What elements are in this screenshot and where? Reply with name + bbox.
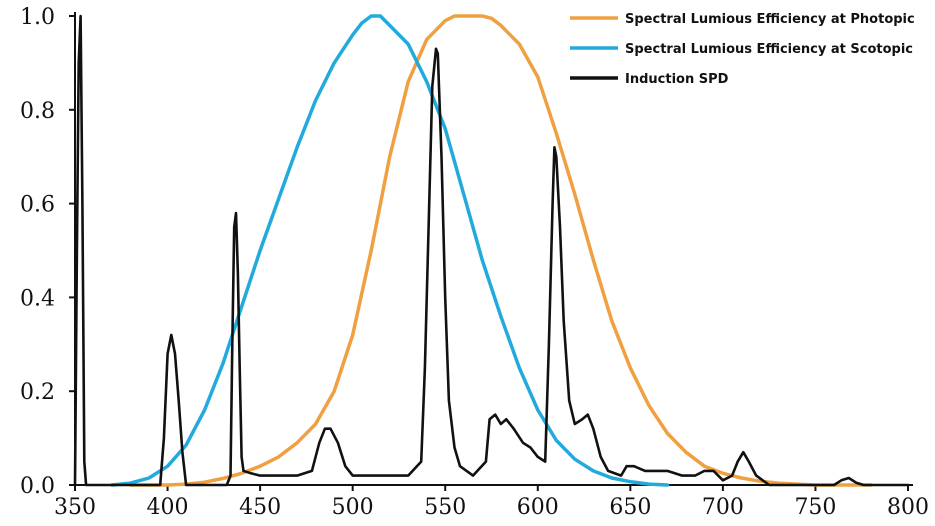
series-layer: [73, 14, 910, 487]
legend-label: Spectral Lumious Efficiency at Scotopic: [625, 42, 913, 57]
x-tick-label: 400: [147, 495, 189, 520]
legend-item-photopic: Spectral Lumious Efficiency at Photopic: [570, 12, 915, 27]
x-tick-label: 650: [609, 495, 651, 520]
y-tick-label: 0.4: [20, 286, 55, 311]
x-tick-label: 350: [54, 495, 96, 520]
legend-label: Spectral Lumious Efficiency at Photopic: [625, 12, 915, 27]
y-tick-label: 0.0: [20, 474, 55, 499]
x-axis-ticks: 350 400 450 500 550 600 650 700 750 800: [54, 485, 929, 520]
scotopic-curve: [110, 14, 670, 487]
induction-spd-line: [73, 14, 910, 487]
x-tick-label: 750: [794, 495, 836, 520]
y-tick-label: 0.8: [20, 99, 55, 124]
x-tick-label: 800: [887, 495, 929, 520]
x-tick-label: 550: [424, 495, 466, 520]
x-tick-label: 450: [239, 495, 281, 520]
legend: Spectral Lumious Efficiency at Photopic S…: [570, 12, 915, 87]
y-tick-label: 0.6: [20, 193, 55, 218]
legend-label: Induction SPD: [625, 72, 729, 87]
x-tick-label: 600: [517, 495, 559, 520]
x-tick-label: 700: [702, 495, 744, 520]
y-tick-label: 1.0: [20, 5, 55, 30]
y-tick-label: 0.2: [20, 380, 55, 405]
y-axis-ticks: 0.0 0.2 0.4 0.6 0.8 1.0: [20, 5, 75, 499]
legend-item-scotopic: Spectral Lumious Efficiency at Scotopic: [570, 42, 913, 57]
legend-item-induction-spd: Induction SPD: [570, 72, 729, 87]
x-tick-label: 500: [332, 495, 374, 520]
